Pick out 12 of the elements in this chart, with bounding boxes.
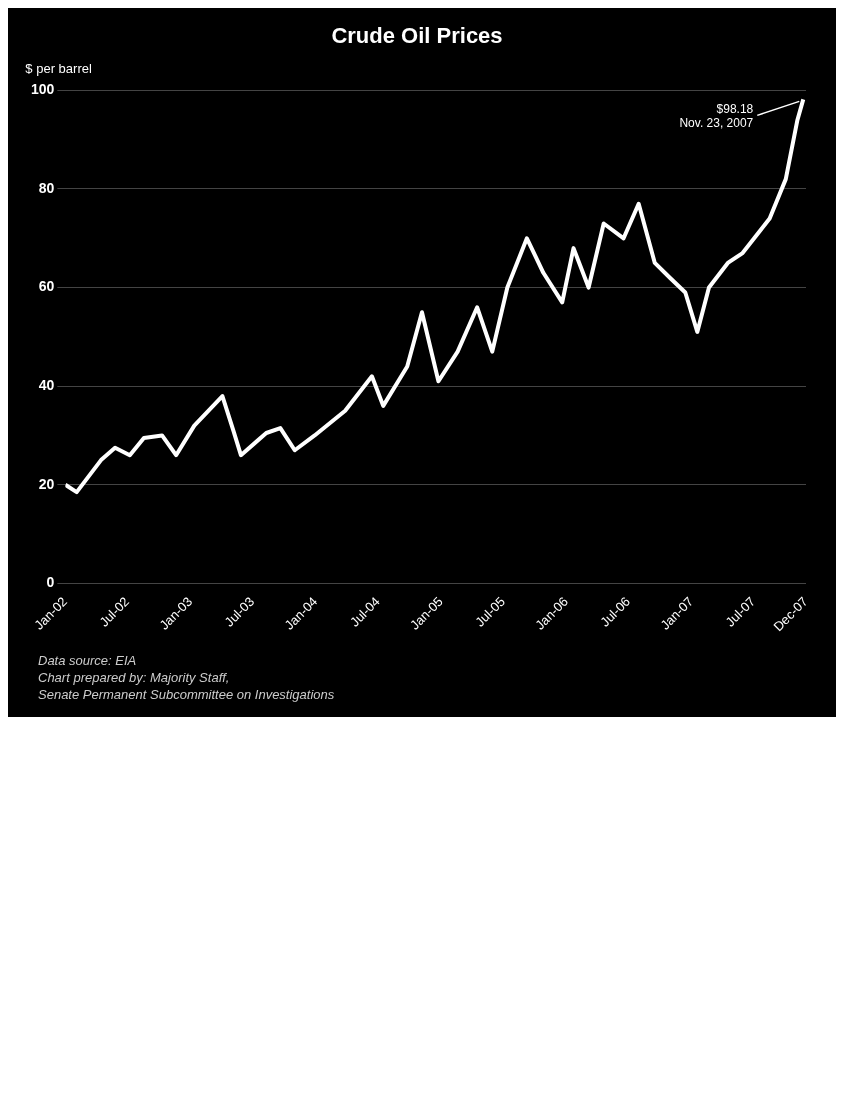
y-tick-label: 20 (38, 475, 55, 492)
y-axis-title: $ per barrel (25, 61, 92, 77)
y-tick-label: 40 (38, 377, 55, 394)
y-tick-label: 100 (31, 81, 55, 98)
annotation: $98.18 Nov. 23, 2007 (679, 101, 754, 130)
text: Senate Permanent Subcommittee on Investigations (38, 686, 336, 703)
chart-title: Crude Oil Prices (331, 23, 503, 49)
y-tick-label: 60 (38, 278, 55, 295)
text: Chart prepared by: Majority Staff, (38, 669, 231, 686)
y-tick-label: 0 (46, 574, 55, 591)
source-note: Data source: EIA (38, 652, 138, 669)
y-tick-label: 80 (38, 179, 55, 196)
